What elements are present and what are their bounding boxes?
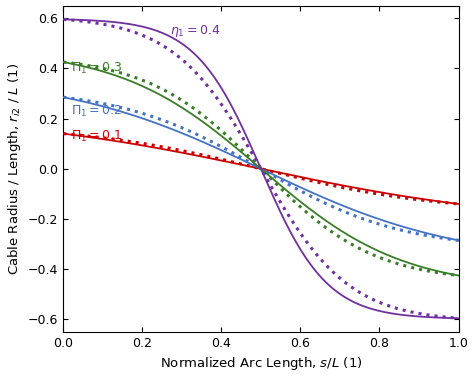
X-axis label: Normalized Arc Length, $s/L$ (1): Normalized Arc Length, $s/L$ (1) (160, 355, 362, 372)
Text: $\Pi_1 = 0.2$: $\Pi_1 = 0.2$ (71, 104, 122, 119)
Text: $\eta_1 = 0.4$: $\eta_1 = 0.4$ (170, 23, 220, 39)
Text: $\Pi_1 = 0.1$: $\Pi_1 = 0.1$ (71, 129, 123, 144)
Y-axis label: Cable Radius / Length, $r_{i2}$ / $L$ (1): Cable Radius / Length, $r_{i2}$ / $L$ (1… (6, 63, 23, 275)
Text: $\Pi_1 = 0.3$: $\Pi_1 = 0.3$ (71, 61, 123, 76)
